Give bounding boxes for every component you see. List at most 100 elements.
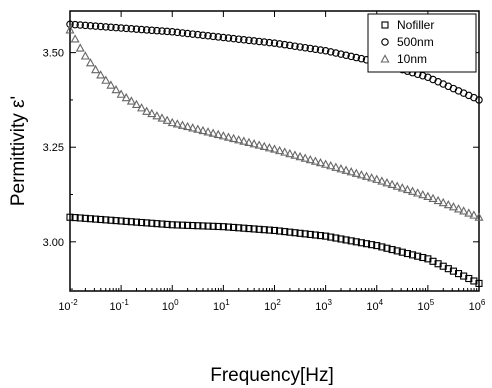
data-point-triangle xyxy=(336,164,346,173)
data-point-triangle xyxy=(91,64,101,74)
data-point-triangle xyxy=(96,70,106,79)
data-point-square xyxy=(383,244,391,252)
data-point-circle xyxy=(311,45,320,53)
data-point-triangle xyxy=(351,168,361,177)
x-tick-label: 10-1 xyxy=(109,298,129,313)
data-point-triangle xyxy=(433,195,443,205)
y-axis-title: Permittivity ε' xyxy=(8,96,29,206)
data-point-circle xyxy=(240,36,248,44)
data-point-circle xyxy=(163,27,171,36)
data-point-square xyxy=(158,220,166,228)
data-point-square xyxy=(347,237,355,245)
data-point-square xyxy=(414,252,422,260)
data-point-square xyxy=(393,247,401,255)
data-point-square xyxy=(143,219,151,227)
legend: Nofiller 500nm 10nm xyxy=(367,13,477,73)
x-tick-base: 10 xyxy=(366,301,378,313)
data-point-square xyxy=(153,220,161,228)
data-point-circle xyxy=(286,41,294,50)
data-point-circle xyxy=(316,46,325,54)
data-point-triangle xyxy=(101,75,111,84)
data-point-square xyxy=(265,226,273,234)
x-tick-exponent: 3 xyxy=(328,298,333,307)
data-point-circle xyxy=(112,23,120,32)
x-tick-base: 10 xyxy=(469,301,481,313)
data-point-square xyxy=(311,231,319,239)
x-tick-exponent: 4 xyxy=(379,298,384,307)
data-point-square xyxy=(224,223,233,231)
data-point-circle xyxy=(296,43,304,51)
legend-label: 500nm xyxy=(397,35,434,49)
data-point-triangle xyxy=(367,173,377,182)
data-point-triangle xyxy=(361,171,372,180)
data-point-circle xyxy=(76,21,84,29)
data-point-triangle xyxy=(448,202,458,211)
data-point-triangle xyxy=(188,123,198,132)
data-point-square xyxy=(270,226,279,235)
data-point-circle xyxy=(127,25,136,33)
data-point-square xyxy=(342,236,350,244)
x-tick-exponent: -1 xyxy=(122,298,130,307)
data-point-circle xyxy=(102,23,110,31)
x-tick-base: 10 xyxy=(264,301,276,313)
data-point-triangle xyxy=(167,117,177,127)
data-point-circle xyxy=(214,33,223,41)
data-point-square xyxy=(306,230,314,238)
data-point-circle xyxy=(301,43,309,52)
data-point-triangle xyxy=(315,157,326,167)
data-point-square xyxy=(475,279,483,287)
x-tick-base: 10 xyxy=(213,301,225,313)
data-point-triangle xyxy=(111,84,121,94)
data-point-square xyxy=(403,249,411,258)
data-point-circle xyxy=(234,35,243,43)
data-point-square xyxy=(76,214,84,222)
data-point-triangle xyxy=(387,179,397,189)
data-point-triangle xyxy=(397,183,407,192)
x-tick-exponent: 0 xyxy=(174,298,179,307)
data-point-square xyxy=(230,223,238,231)
x-tick-label: 10-2 xyxy=(58,298,78,313)
data-point-square xyxy=(301,230,309,238)
data-point-triangle xyxy=(85,58,95,67)
data-point-square xyxy=(368,241,376,249)
data-point-triangle xyxy=(341,165,351,174)
x-tick-exponent: 1 xyxy=(225,298,230,307)
data-point-circle xyxy=(122,24,130,33)
data-point-circle xyxy=(91,22,100,30)
data-point-triangle xyxy=(372,174,382,183)
data-point-square xyxy=(97,215,105,224)
data-point-triangle xyxy=(70,34,80,43)
x-tick-label: 100 xyxy=(162,298,179,313)
data-point-circle xyxy=(280,40,289,49)
data-point-square xyxy=(352,238,360,246)
data-point-square xyxy=(107,216,115,224)
data-point-triangle xyxy=(193,124,203,133)
data-point-square xyxy=(112,217,120,225)
x-tick-label: 105 xyxy=(418,298,435,313)
data-point-circle xyxy=(71,20,79,29)
data-point-circle xyxy=(173,28,182,37)
data-point-triangle xyxy=(147,108,157,118)
data-point-triangle xyxy=(280,147,290,156)
data-point-triangle xyxy=(321,159,331,168)
data-point-square xyxy=(378,243,386,251)
data-point-triangle xyxy=(285,148,295,158)
data-point-triangle xyxy=(264,143,274,152)
legend-marker-triangle xyxy=(380,54,390,63)
data-point-triangle xyxy=(275,145,285,155)
y-tick-label: 3.00 xyxy=(43,237,64,249)
data-point-square xyxy=(276,227,284,235)
data-point-triangle xyxy=(300,153,310,162)
data-point-square xyxy=(184,221,192,229)
data-point-triangle xyxy=(162,115,172,124)
data-point-square xyxy=(71,214,79,222)
x-tick-label: 106 xyxy=(469,298,486,313)
data-point-square xyxy=(66,213,74,221)
data-point-circle xyxy=(117,24,125,32)
data-point-circle xyxy=(337,50,345,58)
data-point-square xyxy=(163,220,171,228)
data-point-circle xyxy=(168,28,177,36)
series-10nm xyxy=(65,25,484,221)
data-point-square xyxy=(214,222,222,231)
data-point-square xyxy=(204,222,212,230)
